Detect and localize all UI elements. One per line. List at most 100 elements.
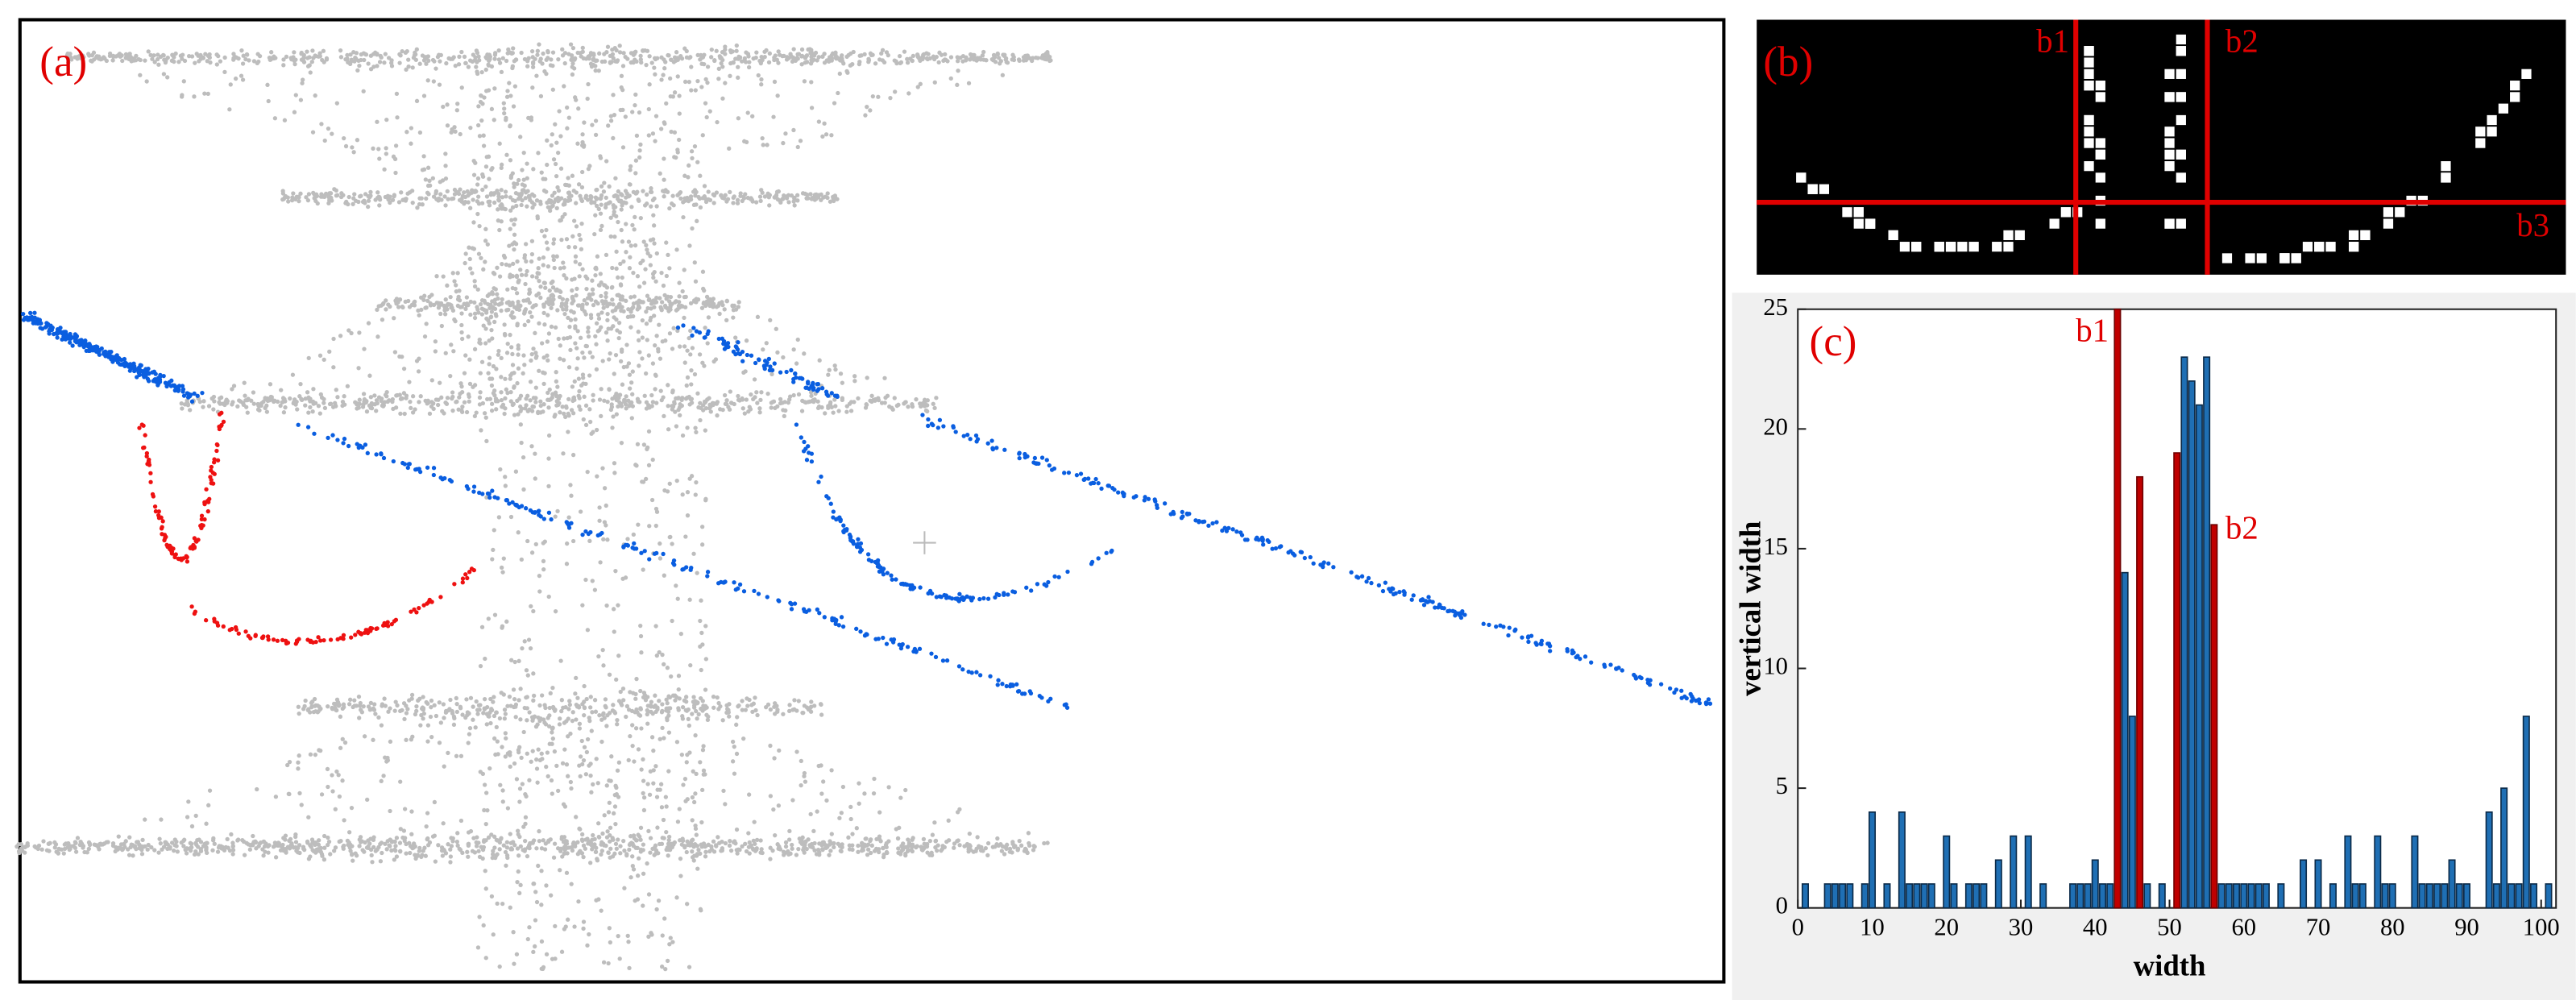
point [305,64,311,68]
point [306,815,311,820]
point [757,194,763,199]
point [421,154,426,159]
point [448,854,454,859]
point [605,829,610,834]
point [392,193,396,199]
point [466,193,471,198]
point [384,146,388,151]
point [1011,55,1016,60]
point [334,101,339,106]
point [693,88,698,93]
point [717,840,722,845]
point [484,722,489,727]
point [566,115,571,120]
point [683,396,689,401]
point [483,956,488,961]
point [596,821,601,826]
point [821,779,826,784]
point [431,79,436,84]
point [580,350,585,355]
point [266,850,271,855]
point [52,840,57,845]
point [771,114,776,119]
point [597,327,602,333]
point [966,81,972,85]
point [168,846,172,851]
point [531,396,537,400]
point [243,393,247,398]
point [487,376,492,381]
point [613,569,618,574]
point [781,712,786,716]
point [393,143,399,148]
point [583,343,588,349]
point [534,293,539,298]
point [539,693,545,698]
point [674,478,679,483]
point [345,52,350,58]
point [819,712,824,717]
point [359,710,365,715]
point [525,538,530,544]
point [533,56,537,61]
point [688,328,693,334]
point [193,60,197,65]
point [549,57,554,62]
point [881,845,886,851]
point [1030,58,1035,64]
point [371,837,376,843]
point [114,844,118,850]
point [648,850,653,855]
point [75,836,81,840]
point [357,63,362,68]
point [538,716,543,721]
point [517,890,522,895]
point [614,412,619,417]
point [496,207,500,212]
point [370,860,375,865]
point [646,133,651,138]
point [582,394,587,399]
point [420,853,425,857]
point [475,71,480,77]
point [454,400,458,405]
point [840,380,845,385]
point [334,388,338,392]
point [297,753,301,758]
point [687,597,692,602]
point [281,57,286,62]
point [746,844,752,849]
point [656,349,661,354]
point [748,407,753,412]
point [421,297,426,302]
point [637,834,642,839]
point [500,56,505,60]
point [357,844,362,849]
point [726,405,731,409]
point [562,265,566,270]
point [455,271,460,276]
point [298,98,304,102]
point [621,259,626,264]
point [210,848,215,853]
point [194,52,199,56]
point [487,362,492,367]
point [504,863,508,868]
point [628,255,633,259]
point [638,623,643,629]
point [678,53,683,59]
point [595,858,600,863]
point [641,903,645,908]
point [460,405,465,409]
point [343,143,349,149]
point [476,194,481,199]
point [807,706,812,711]
point [653,843,658,848]
point [499,375,504,380]
point [782,413,786,419]
point [303,396,308,401]
point [899,844,904,849]
point [747,60,752,64]
point [608,118,614,123]
point [643,476,649,482]
